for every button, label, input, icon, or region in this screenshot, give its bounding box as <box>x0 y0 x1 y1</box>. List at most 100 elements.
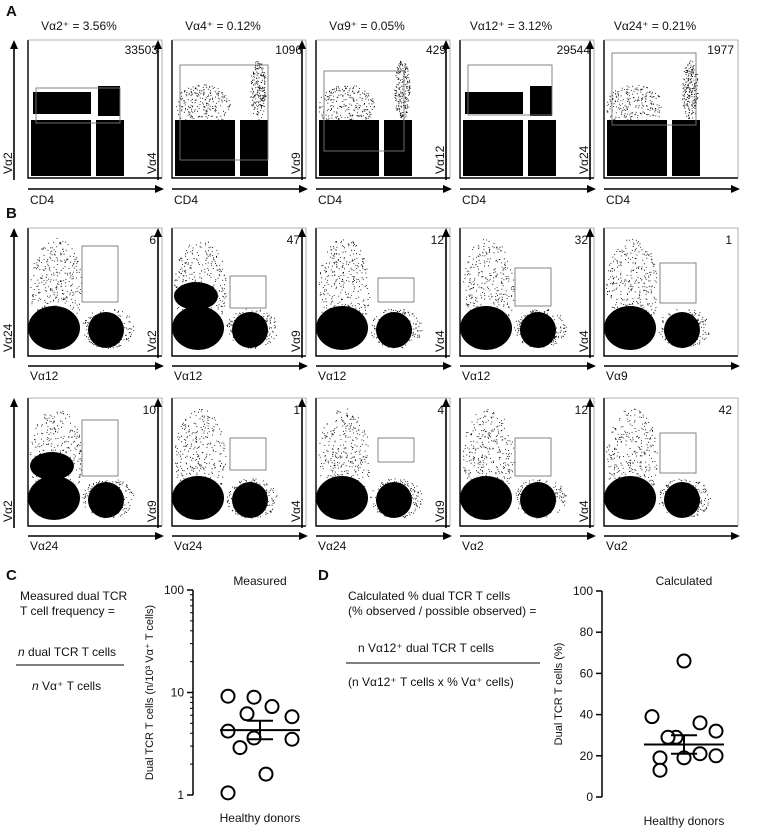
dense-population <box>460 476 512 520</box>
gating-plot: 1 Vα4 Vα9 <box>577 227 740 383</box>
data-point <box>284 731 300 747</box>
gate-count: 1096 <box>275 43 302 57</box>
dense-population <box>172 306 224 350</box>
plot-frame <box>316 397 451 526</box>
y-arrowhead <box>298 228 306 237</box>
gate-box <box>659 432 697 474</box>
scatter-events <box>318 408 370 509</box>
x-arrowhead <box>155 185 164 193</box>
y-tick-label: 10 <box>171 686 185 700</box>
gate-box <box>35 87 121 124</box>
data-point <box>692 715 708 731</box>
gating-plot: 10 Vα2 Vα24 <box>1 397 164 553</box>
cd4-negative-population <box>607 120 667 176</box>
plot-axes <box>27 228 162 357</box>
formula-line: Measured dual TCR <box>20 589 127 603</box>
panel-a: A Vα2⁺ = 3.56% 33503 Vα2 CD4 Vα4⁺ = 0.12% 1096… <box>1 3 740 207</box>
y-axis-label: Vα9 <box>289 152 303 174</box>
y-axis-label: Vα4 <box>433 330 447 352</box>
y-tick-label: 1 <box>177 788 184 802</box>
y-axis-label: Vα9 <box>289 330 303 352</box>
cd4-positive-population <box>528 120 556 176</box>
y-arrowhead <box>586 398 594 407</box>
dense-population <box>88 482 124 518</box>
y-arrowhead <box>10 398 18 407</box>
dense-population <box>604 306 656 350</box>
positive-band <box>33 92 91 114</box>
plot-axes <box>459 398 594 527</box>
gate-count: 47 <box>287 233 301 247</box>
x-axis-label: Vα24 <box>30 539 59 553</box>
y-arrowhead <box>298 40 306 49</box>
x-axis-label: CD4 <box>462 193 486 207</box>
dense-population <box>316 306 368 350</box>
y-axis-label: Vα2 <box>1 152 15 174</box>
data-point <box>232 740 248 756</box>
formula-line: (% observed / possible observed) = <box>348 604 536 618</box>
y-arrowhead <box>586 40 594 49</box>
plot-title: Vα4⁺ = 0.12% <box>185 19 261 33</box>
dense-population <box>376 312 412 348</box>
x-arrowhead <box>299 532 308 540</box>
x-axis-label: Vα12 <box>462 369 491 383</box>
y-axis-label: Vα12 <box>433 145 447 174</box>
formula-numerator: n Vα12⁺ dual TCR T cells <box>358 641 494 655</box>
dense-population <box>316 476 368 520</box>
y-tick-label: 100 <box>164 583 184 597</box>
gate-count: 6 <box>149 233 156 247</box>
x-axis-label: Vα12 <box>174 369 203 383</box>
scatter-events <box>394 60 411 120</box>
y-arrowhead <box>442 228 450 237</box>
formula-numerator: n dual TCR T cells <box>18 645 116 659</box>
data-point <box>246 730 262 746</box>
cd4-plot: Vα4⁺ = 0.12% 1096 Vα4 CD4 <box>145 19 308 207</box>
panel-letter-c: C <box>6 567 17 584</box>
gating-plot: 12 Vα9 Vα2 <box>433 397 596 553</box>
y-axis-label: Vα9 <box>145 500 159 522</box>
x-axis-label: Vα24 <box>318 539 347 553</box>
scatter-events <box>226 478 278 519</box>
dense-population <box>28 306 80 350</box>
positive-band <box>530 86 552 116</box>
x-arrowhead <box>443 532 452 540</box>
gate-count: 12 <box>431 233 445 247</box>
gating-plot: 4 Vα4 Vα24 <box>289 397 452 553</box>
plot-frame <box>604 39 739 178</box>
cd4-negative-population <box>31 120 91 176</box>
scatter-events <box>371 309 423 349</box>
y-arrowhead <box>442 398 450 407</box>
x-arrowhead <box>155 362 164 370</box>
gating-plot: 1 Vα9 Vα24 <box>145 397 308 553</box>
x-arrowhead <box>731 532 740 540</box>
plot-frame <box>172 39 307 178</box>
gating-plot: 12 Vα9 Vα12 <box>289 227 452 383</box>
y-arrowhead <box>586 228 594 237</box>
y-tick-label: 60 <box>580 666 594 680</box>
plot-frame <box>316 39 451 178</box>
scatter-events <box>463 239 515 339</box>
gate-box <box>81 245 119 303</box>
scatter-events <box>658 309 710 349</box>
plot-frame <box>604 397 739 526</box>
y-arrowhead <box>154 398 162 407</box>
gating-plot: 47 Vα2 Vα12 <box>145 227 308 383</box>
gate-box <box>179 64 269 161</box>
plot-title: Vα2⁺ = 3.56% <box>41 19 117 33</box>
plot-axes <box>27 398 162 527</box>
plot-axes <box>315 398 450 527</box>
gate-box <box>229 437 267 471</box>
y-axis-label: Vα24 <box>577 145 591 174</box>
scatter-events <box>606 238 657 339</box>
y-tick-label: 80 <box>580 625 594 639</box>
plot-axes <box>315 40 450 179</box>
x-arrowhead <box>587 532 596 540</box>
gate-box <box>323 70 405 152</box>
panel-letter-a: A <box>6 3 17 20</box>
cd4-plot: Vα2⁺ = 3.56% 33503 Vα2 CD4 <box>1 19 164 207</box>
formula-line: Calculated % dual TCR T cells <box>348 589 510 603</box>
data-point <box>258 766 274 782</box>
plot-frame <box>28 227 163 356</box>
gate-box <box>514 437 552 477</box>
dense-population <box>232 312 268 348</box>
plot-axes <box>603 228 738 357</box>
